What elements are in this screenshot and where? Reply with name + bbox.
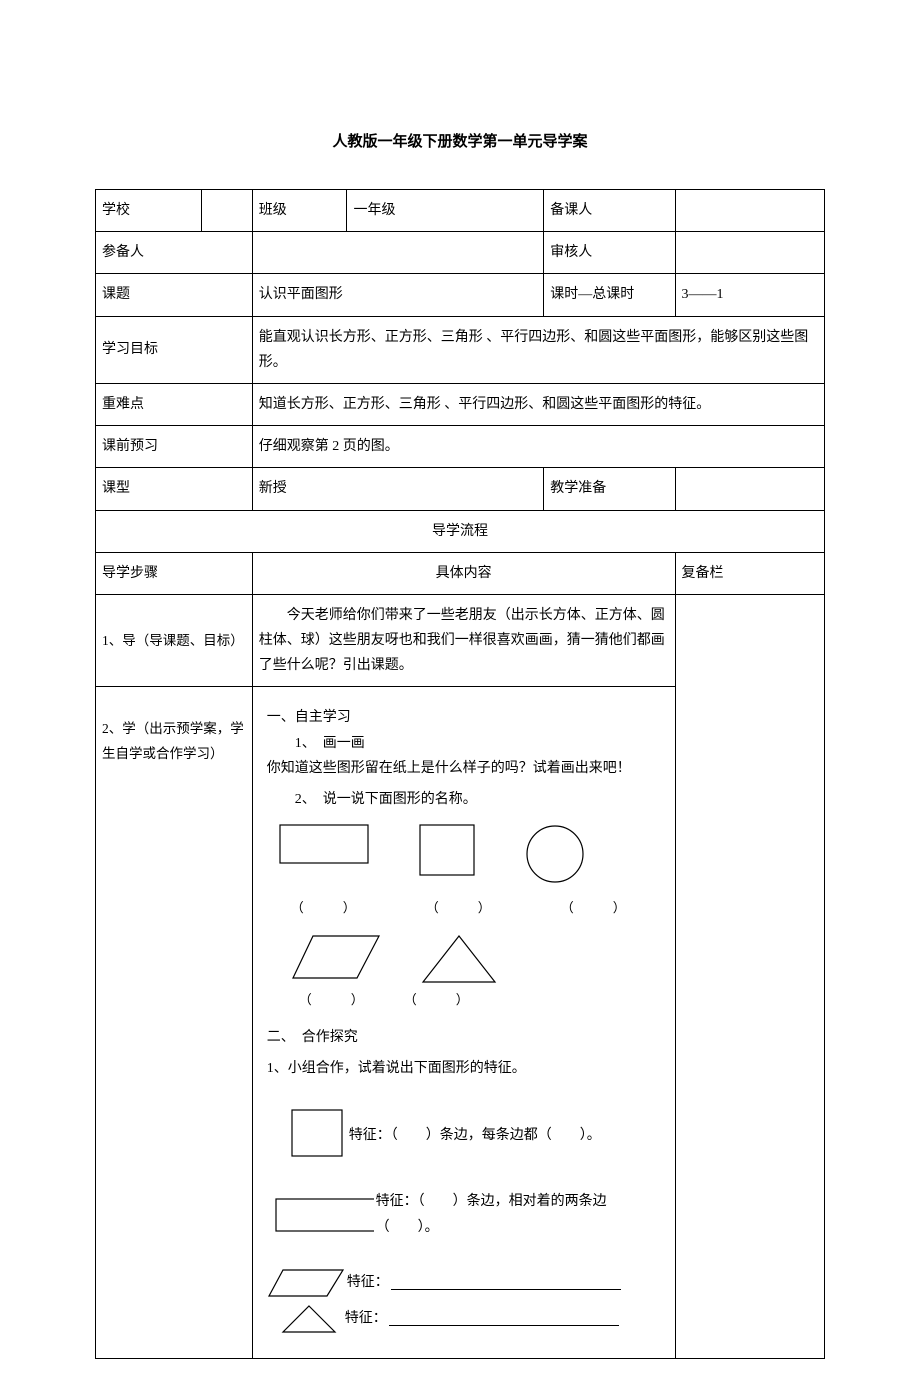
parallelogram-shape-icon	[267, 1268, 345, 1298]
school-label: 学校	[96, 190, 202, 232]
lesson-plan-table: 学校 班级 一年级 备课人 参备人 审核人 课题 认识平面图形 课时—总课时 3…	[95, 189, 825, 1359]
topic-label: 课题	[96, 274, 253, 316]
rectangle-shape-icon	[279, 824, 369, 864]
type-label: 课型	[96, 468, 253, 510]
square-shape-icon	[291, 1109, 347, 1161]
preview-value: 仔细观察第 2 页的图。	[252, 426, 824, 468]
feature-text: 特征：（ ）条边，每条边都（ ）。	[349, 1123, 601, 1148]
underline-blank	[389, 1312, 619, 1326]
preview-label: 课前预习	[96, 426, 253, 468]
shapes-row	[267, 934, 661, 984]
goal-value: 能直观认识长方形、正方形、三角形 、平行四边形、和圆这些平面图形，能够区别这些图…	[252, 316, 824, 383]
feature-text: 特征：（ ）条边，相对着的两条边（ ）。	[376, 1189, 661, 1239]
coprep-value	[252, 232, 544, 274]
parallelogram-shape-icon	[291, 934, 381, 980]
step2-label: 2、学（出示预学案，学生自学或合作学习）	[96, 687, 253, 1358]
square-shape-icon	[419, 824, 475, 876]
feature-label: 特征：	[347, 1270, 389, 1295]
content-label: 具体内容	[252, 552, 675, 594]
reviewer-label: 审核人	[544, 232, 675, 274]
rectangle-shape-icon	[275, 1198, 374, 1232]
table-row: 课题 认识平面图形 课时—总课时 3——1	[96, 274, 825, 316]
table-row: 课型 新授 教学准备	[96, 468, 825, 510]
table-row: 学校 班级 一年级 备课人	[96, 190, 825, 232]
section-heading: 二、 合作探究	[267, 1025, 661, 1050]
feature-label: 特征：	[345, 1306, 387, 1331]
underline-blank	[391, 1276, 621, 1290]
keypoint-value: 知道长方形、正方形、三角形 、平行四边形、和圆这些平面图形的特征。	[252, 383, 824, 425]
feature-row: 特征：	[267, 1268, 661, 1298]
step1-content: 今天老师给你们带来了一些老朋友（出示长方体、正方体、圆柱体、球）这些朋友呀也和我…	[252, 594, 675, 687]
coprep-label: 参备人	[96, 232, 253, 274]
sub-heading: 2、 说一说下面图形的名称。	[267, 787, 661, 812]
sub-heading: 1、 画一画	[267, 731, 661, 756]
triangle-shape-icon	[281, 1304, 337, 1334]
paren-blank: （ ）	[291, 896, 356, 919]
step1-label: 1、导（导课题、目标）	[96, 594, 253, 687]
reviewer-value	[675, 232, 824, 274]
class-value: 一年级	[347, 190, 544, 232]
feature-row: 特征：（ ）条边，相对着的两条边（ ）。	[267, 1189, 661, 1239]
teachprep-label: 教学准备	[544, 468, 675, 510]
preparer-label: 备课人	[544, 190, 675, 232]
keypoint-label: 重难点	[96, 383, 253, 425]
goal-label: 学习目标	[96, 316, 253, 383]
table-row: 课前预习 仔细观察第 2 页的图。	[96, 426, 825, 468]
page-title: 人教版一年级下册数学第一单元导学案	[95, 130, 825, 151]
paren-blank: （ ）	[561, 896, 626, 919]
paren-blank: （ ）	[426, 896, 491, 919]
class-label: 班级	[252, 190, 347, 232]
teachprep-value	[675, 468, 824, 510]
feature-row: 特征：（ ）条边，每条边都（ ）。	[267, 1109, 661, 1161]
period-label: 课时—总课时	[544, 274, 675, 316]
shapes-row	[267, 824, 661, 884]
step2-content: 一、自主学习 1、 画一画 你知道这些图形留在纸上是什么样子的吗？试着画出来吧！…	[252, 687, 675, 1358]
section-heading: 一、自主学习	[267, 705, 661, 730]
table-row: 参备人 审核人	[96, 232, 825, 274]
paren-labels: （ ） （ ） （ ）	[267, 896, 661, 919]
notes-cell	[675, 594, 824, 1358]
paren-labels: （ ） （ ）	[267, 988, 661, 1011]
notes-label: 复备栏	[675, 552, 824, 594]
table-row: 重难点 知道长方形、正方形、三角形 、平行四边形、和圆这些平面图形的特征。	[96, 383, 825, 425]
triangle-shape-icon	[421, 934, 497, 984]
table-row: 导学流程	[96, 510, 825, 552]
table-row: 1、导（导课题、目标） 今天老师给你们带来了一些老朋友（出示长方体、正方体、圆柱…	[96, 594, 825, 687]
paren-blank: （ ）	[404, 988, 469, 1011]
preparer-value	[675, 190, 824, 232]
table-row: 学习目标 能直观认识长方形、正方形、三角形 、平行四边形、和圆这些平面图形，能够…	[96, 316, 825, 383]
topic-value: 认识平面图形	[252, 274, 544, 316]
table-row: 导学步骤 具体内容 复备栏	[96, 552, 825, 594]
school-value	[201, 190, 252, 232]
type-value: 新授	[252, 468, 544, 510]
steps-label: 导学步骤	[96, 552, 253, 594]
period-value: 3——1	[675, 274, 824, 316]
paren-blank: （ ）	[299, 988, 364, 1011]
sub-heading: 1、小组合作，试着说出下面图形的特征。	[267, 1056, 661, 1081]
flow-header: 导学流程	[96, 510, 825, 552]
feature-row: 特征：	[267, 1304, 661, 1334]
circle-shape-icon	[525, 824, 585, 884]
paragraph: 你知道这些图形留在纸上是什么样子的吗？试着画出来吧！	[267, 756, 661, 781]
